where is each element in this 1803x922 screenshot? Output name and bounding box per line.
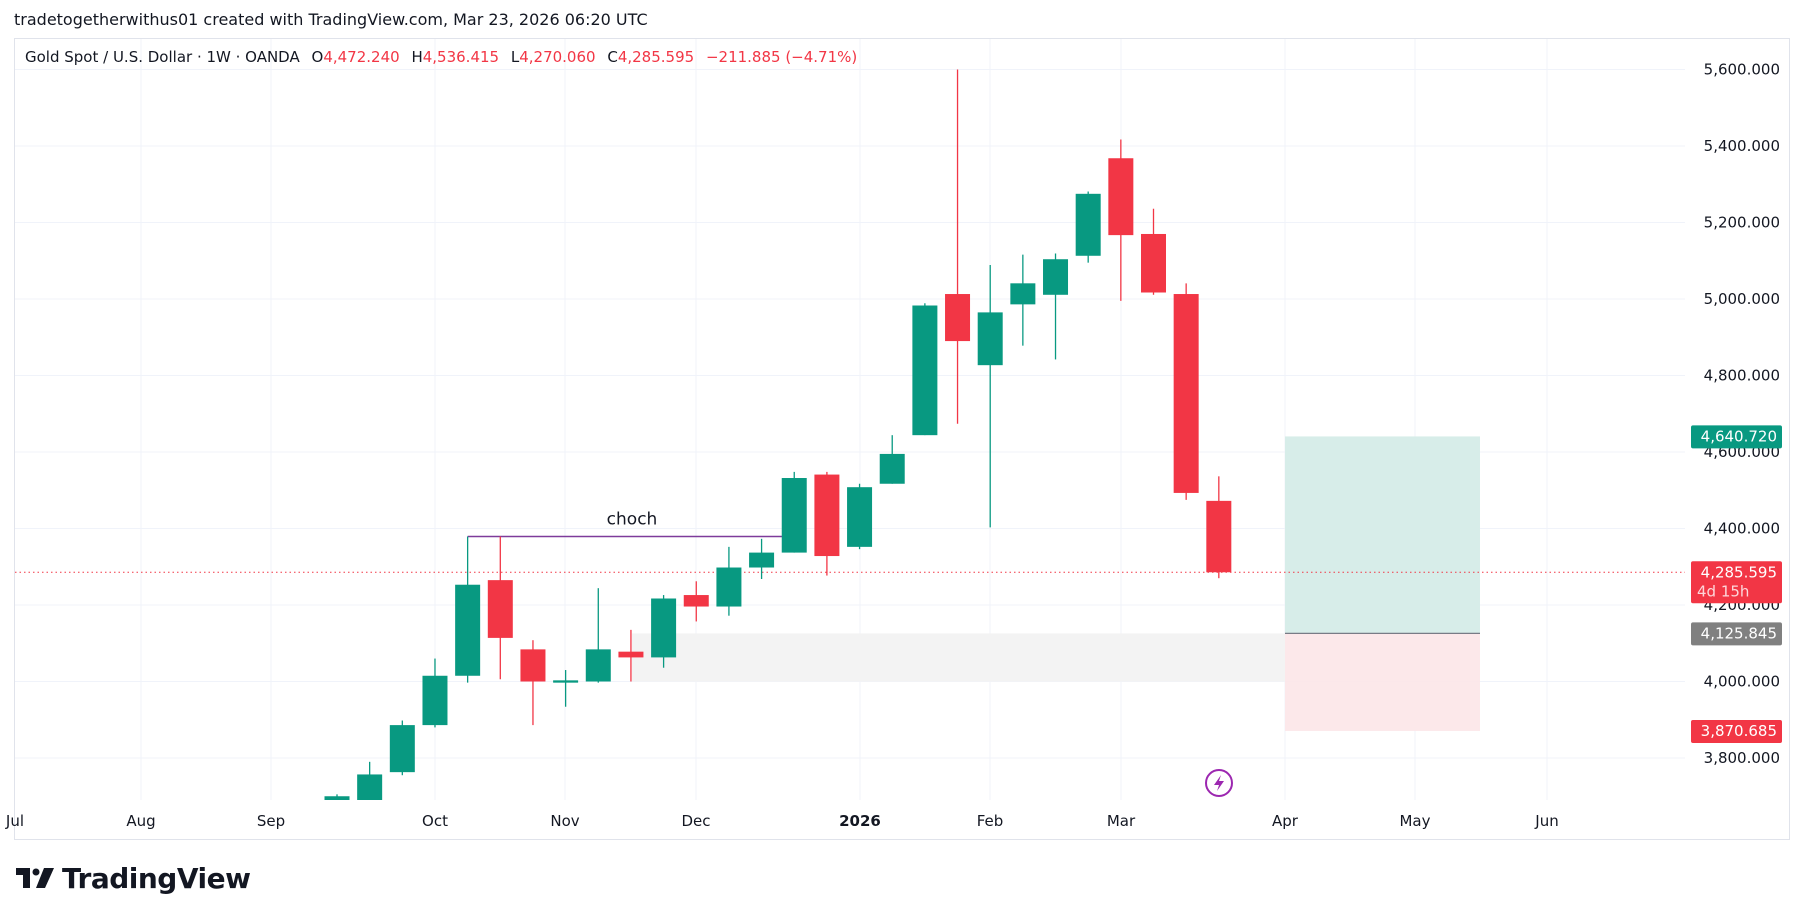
bar-countdown: 4d 15h (1697, 582, 1749, 600)
candles (324, 69, 1232, 819)
candle-body[interactable] (422, 675, 448, 726)
time-tick-label: 2026 (839, 812, 881, 830)
symbol-title[interactable]: Gold Spot / U.S. Dollar · 1W · OANDA (25, 48, 300, 66)
candle-body[interactable] (618, 651, 644, 658)
stop-price-label: 3,870.685 (1701, 722, 1777, 740)
price-tick-label: 5,600.000 (1704, 61, 1780, 79)
price-axis[interactable]: 3,800.0004,000.0004,200.0004,400.0004,60… (1704, 61, 1780, 768)
candle-body[interactable] (847, 487, 873, 547)
open-value: 4,472.240 (323, 48, 400, 66)
last-price-label: 4,285.595 (1701, 563, 1777, 581)
low-value: 4,270.060 (519, 48, 596, 66)
time-tick-label: Dec (681, 812, 710, 830)
time-tick-label: Sep (257, 812, 285, 830)
low-label: L (510, 48, 520, 66)
candle-body[interactable] (1075, 193, 1101, 256)
price-tick-label: 4,000.000 (1704, 673, 1780, 691)
candle-body[interactable] (455, 584, 481, 676)
candle-body[interactable] (585, 649, 611, 682)
candle-body[interactable] (1206, 500, 1232, 573)
tradingview-logo-text: TradingView (62, 862, 251, 895)
candle-body[interactable] (683, 595, 709, 607)
candle-body[interactable] (945, 294, 971, 342)
time-tick-label: Nov (550, 812, 579, 830)
candle-body[interactable] (1141, 233, 1166, 293)
price-tick-label: 5,200.000 (1704, 214, 1780, 232)
high-label: H (411, 48, 423, 66)
time-tick-label: May (1399, 812, 1430, 830)
demand-zone[interactable] (632, 633, 1285, 682)
tradingview-logo-icon (16, 867, 54, 888)
candle-body[interactable] (487, 580, 513, 638)
entry-price-tag: 4,125.845 (1691, 622, 1782, 646)
candle-body[interactable] (1108, 158, 1134, 236)
time-axis[interactable]: Jul Aug Sep Oct Nov Dec 2026 Feb Mar Apr May Jun (5, 812, 1559, 830)
price-tick-label: 5,400.000 (1704, 137, 1780, 155)
overlay: choch (607, 510, 658, 530)
target-price-tag: 4,640.720 (1691, 425, 1782, 449)
price-tick-label: 4,400.000 (1704, 520, 1780, 538)
time-tick-label: Jun (1534, 812, 1558, 830)
candle-body[interactable] (781, 478, 807, 553)
close-label: C (607, 48, 618, 66)
choch-label[interactable]: choch (607, 510, 658, 530)
candle-body[interactable] (1043, 259, 1069, 295)
candle-body[interactable] (749, 552, 775, 568)
candle-body[interactable] (814, 474, 840, 557)
time-tick-label: Mar (1107, 812, 1136, 830)
candle-body[interactable] (324, 796, 350, 819)
time-tick-label: Jul (5, 812, 24, 830)
price-tick-label: 3,800.000 (1704, 749, 1780, 767)
chart-credit: tradetogetherwithus01 created with Tradi… (14, 10, 648, 29)
candle-body[interactable] (357, 774, 383, 800)
open-label: O (311, 48, 324, 66)
candle-body[interactable] (520, 649, 546, 682)
price-tick-label: 4,800.000 (1704, 367, 1780, 385)
time-tick-label: Oct (422, 812, 448, 830)
change-value: −211.885 (−4.71%) (705, 48, 858, 66)
time-tick-label: Aug (126, 812, 155, 830)
candle-body[interactable] (879, 453, 905, 484)
drawings[interactable] (15, 436, 1690, 731)
candle-body[interactable] (651, 598, 677, 658)
target-price-label: 4,640.720 (1701, 427, 1777, 445)
candle-body[interactable] (716, 567, 742, 607)
candle-body[interactable] (389, 725, 415, 773)
candle-body[interactable] (1173, 294, 1199, 493)
close-value: 4,285.595 (617, 48, 695, 66)
tradingview-logo[interactable]: TradingView (16, 862, 251, 895)
position-target-zone[interactable] (1285, 436, 1480, 634)
candle-body[interactable] (1010, 283, 1036, 305)
time-tick-label: Feb (977, 812, 1004, 830)
candle-body[interactable] (553, 680, 579, 683)
lightning-icon[interactable] (1205, 769, 1233, 797)
price-tick-label: 5,000.000 (1704, 290, 1780, 308)
candle-body[interactable] (977, 312, 1003, 366)
entry-price-label: 4,125.845 (1701, 624, 1777, 642)
time-tick-label: Apr (1272, 812, 1299, 830)
stop-price-tag: 3,870.685 (1691, 719, 1782, 743)
position-stop-zone[interactable] (1285, 633, 1480, 731)
chart-frame (14, 38, 1790, 840)
chart-legend: Gold Spot / U.S. Dollar · 1W · OANDA O4,… (25, 48, 857, 66)
high-value: 4,536.415 (422, 48, 500, 66)
candle-body[interactable] (912, 305, 938, 436)
